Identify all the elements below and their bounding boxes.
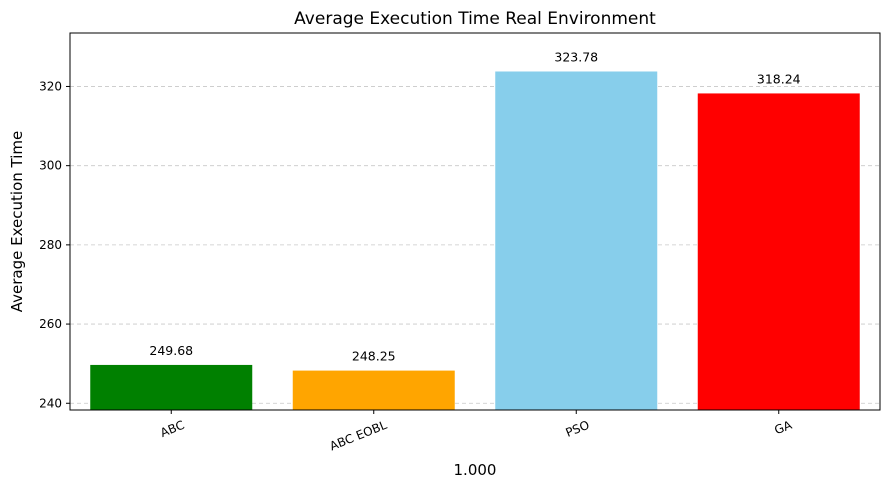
bar-value-label: 323.78 — [554, 49, 598, 64]
value-labels: 249.68 248.25 323.78 318.24 — [149, 49, 800, 363]
x-tick-label: ABC — [158, 418, 186, 440]
y-tick-label: 300 — [39, 159, 62, 173]
y-axis-ticks: 240 260 280 300 320 — [39, 79, 70, 410]
plot-frame — [69, 32, 881, 411]
x-tick-label: ABC EOBL — [328, 418, 390, 454]
y-tick-label: 240 — [39, 396, 62, 410]
y-tick-label: 260 — [39, 317, 62, 331]
bar-value-label: 318.24 — [757, 71, 801, 86]
chart-title: Average Execution Time Real Environment — [294, 9, 656, 29]
y-tick-label: 320 — [39, 79, 62, 93]
x-tick-label: PSO — [564, 418, 592, 440]
bar — [697, 93, 860, 411]
bars — [90, 71, 860, 411]
y-tick-label: 280 — [39, 238, 62, 252]
x-tick-label: GA — [772, 418, 794, 438]
y-axis-label: Average Execution Time — [8, 131, 26, 312]
x-axis-label: 1.000 — [454, 461, 497, 479]
bar — [495, 71, 658, 411]
bar-value-label: 249.68 — [149, 343, 193, 358]
bar — [90, 364, 253, 410]
x-axis-ticks: ABC ABC EOBL PSO GA — [158, 410, 795, 454]
bar-value-label: 248.25 — [352, 349, 396, 364]
bar — [292, 370, 455, 410]
